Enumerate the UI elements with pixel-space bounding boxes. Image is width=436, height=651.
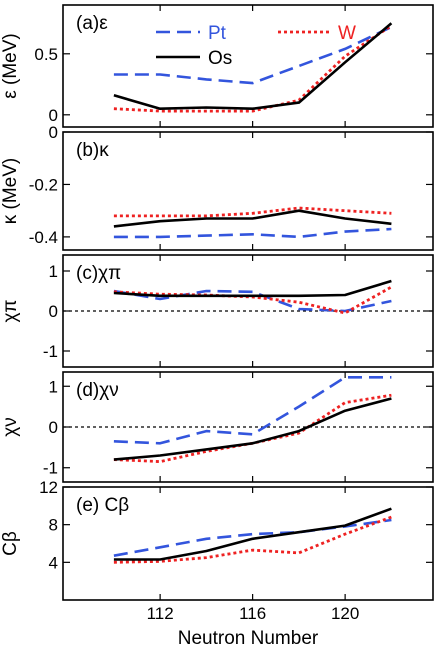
y-axis-label: Cβ [0, 531, 21, 556]
y-tick-label: 0 [49, 123, 58, 142]
legend-label-pt: Pt [208, 23, 227, 44]
panel-label: (d)χν [76, 380, 119, 401]
plot-frame [62, 131, 434, 251]
y-tick-label: -1 [43, 342, 58, 361]
legend: Pt W Os [156, 23, 356, 69]
y-tick-label: 1 [49, 262, 58, 281]
series-line-os [113, 22, 393, 110]
series-line-pt [113, 25, 392, 85]
series-line-w [113, 393, 392, 464]
y-axis-label: χπ [0, 299, 21, 322]
x-tick-label: 112 [147, 604, 174, 623]
series-line-os [113, 507, 392, 561]
series-line-w [113, 24, 393, 113]
y-tick-label: 1 [49, 377, 58, 396]
y-tick-label: 0 [49, 418, 58, 437]
y-axis-label: χν [0, 417, 21, 436]
legend-label-os: Os [208, 48, 232, 69]
y-axis-label: κ (MeV) [0, 158, 21, 225]
x-tick-label: 120 [331, 604, 359, 623]
series-line-os [113, 397, 392, 461]
y-tick-label: -1 [43, 459, 58, 478]
y-axis-label: ε (MeV) [0, 33, 21, 98]
panel-d: 1 0 -1 χν (d)χν [0, 371, 434, 483]
series-line-os [113, 209, 392, 228]
x-axis-label: Neutron Number [178, 628, 319, 649]
panel-label: (c)χπ [76, 263, 121, 284]
y-tick-label: -0.4 [29, 228, 58, 247]
legend-label-w: W [338, 23, 356, 44]
x-tick-label: 116 [239, 604, 266, 623]
plot-frame [62, 4, 434, 128]
panel-c: 1 0 -1 χπ (c)χπ [0, 254, 434, 368]
panel-label: (e) Cβ [76, 495, 129, 516]
y-tick-label: 12 [39, 478, 58, 497]
series-line-pt [113, 289, 392, 313]
y-tick-label: 0 [49, 106, 58, 125]
y-tick-label: 8 [49, 516, 58, 535]
panel-b: 0 -0.2 -0.4 κ (MeV) (b)κ [0, 123, 434, 251]
y-tick-label: 0 [49, 302, 58, 321]
y-tick-label: 0.5 [34, 45, 58, 64]
plot-frame [62, 486, 434, 601]
y-tick-label: -0.2 [29, 175, 58, 194]
y-tick-label: 4 [49, 553, 58, 572]
series-line-pt [113, 375, 392, 445]
panel-label: (a)ε [76, 13, 108, 34]
series-line-w [113, 515, 392, 564]
series-line-os [113, 279, 392, 298]
panel-e: 12 8 4 Cβ (e) Cβ [0, 478, 434, 601]
series-line-w [113, 206, 392, 218]
series-line-pt [113, 227, 392, 239]
panel-label: (b)κ [76, 140, 109, 161]
panel-a: 0 0.5 ε (MeV) (a)ε [0, 4, 434, 128]
